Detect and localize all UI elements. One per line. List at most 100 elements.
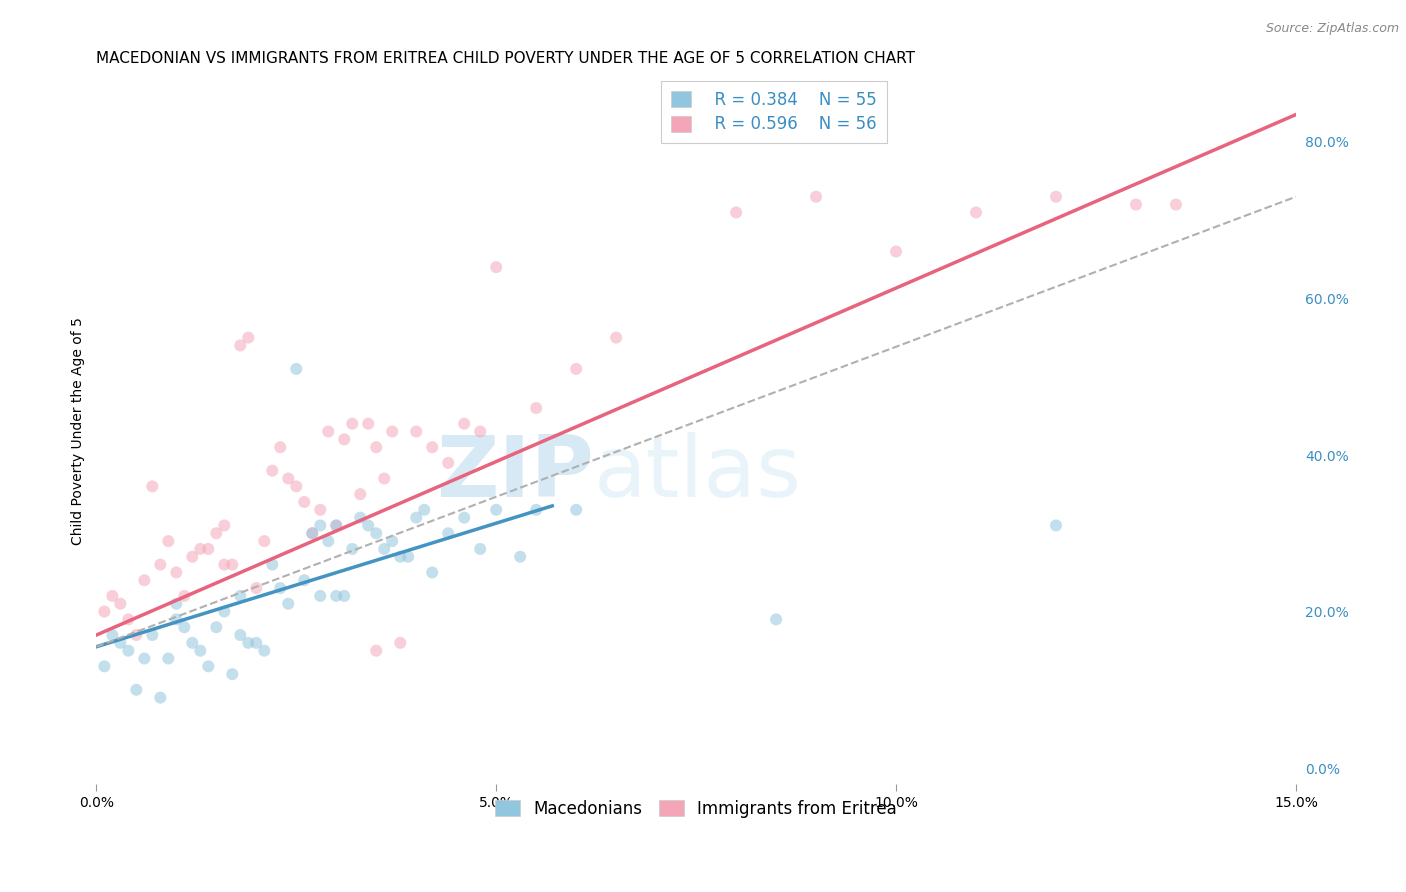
Point [349, 487, 371, 501]
Point [134, 573, 156, 587]
Point [884, 244, 907, 259]
Point [253, 534, 276, 549]
Point [229, 589, 252, 603]
Text: ZIP: ZIP [436, 433, 595, 516]
Point [149, 690, 172, 705]
Point [509, 549, 531, 564]
Point [524, 503, 547, 517]
Point [117, 612, 139, 626]
Point [357, 417, 380, 431]
Point [405, 510, 427, 524]
Point [188, 643, 211, 657]
Point [181, 549, 204, 564]
Point [229, 628, 252, 642]
Point [325, 589, 347, 603]
Point [1045, 190, 1067, 204]
Point [804, 190, 827, 204]
Point [470, 541, 492, 556]
Point [165, 597, 187, 611]
Point [470, 425, 492, 439]
Point [101, 589, 124, 603]
Legend: Macedonians, Immigrants from Eritrea: Macedonians, Immigrants from Eritrea [488, 793, 904, 825]
Point [1045, 518, 1067, 533]
Point [134, 651, 156, 665]
Point [173, 620, 195, 634]
Point [420, 566, 443, 580]
Point [157, 534, 180, 549]
Point [366, 643, 388, 657]
Point [173, 589, 195, 603]
Text: MACEDONIAN VS IMMIGRANTS FROM ERITREA CHILD POVERTY UNDER THE AGE OF 5 CORRELATI: MACEDONIAN VS IMMIGRANTS FROM ERITREA CH… [97, 51, 915, 66]
Point [229, 338, 252, 352]
Point [93, 605, 115, 619]
Point [485, 260, 508, 275]
Point [333, 589, 356, 603]
Point [765, 612, 787, 626]
Point [413, 503, 436, 517]
Point [277, 471, 299, 485]
Point [381, 534, 404, 549]
Point [325, 518, 347, 533]
Point [453, 417, 475, 431]
Point [269, 440, 291, 454]
Point [262, 558, 284, 572]
Point [437, 456, 460, 470]
Point [110, 597, 132, 611]
Point [605, 331, 627, 345]
Point [149, 558, 172, 572]
Point [309, 518, 332, 533]
Point [316, 534, 339, 549]
Point [381, 425, 404, 439]
Point [1125, 197, 1147, 211]
Point [420, 440, 443, 454]
Point [110, 636, 132, 650]
Point [485, 503, 508, 517]
Point [238, 331, 260, 345]
Point [197, 541, 219, 556]
Point [214, 605, 236, 619]
Point [342, 417, 364, 431]
Point [188, 541, 211, 556]
Point [366, 440, 388, 454]
Point [125, 628, 148, 642]
Point [245, 581, 267, 595]
Point [277, 597, 299, 611]
Point [342, 541, 364, 556]
Point [301, 526, 323, 541]
Point [565, 503, 588, 517]
Point [253, 643, 276, 657]
Text: atlas: atlas [595, 433, 803, 516]
Point [221, 667, 243, 681]
Point [93, 659, 115, 673]
Point [437, 526, 460, 541]
Point [197, 659, 219, 673]
Text: Source: ZipAtlas.com: Source: ZipAtlas.com [1265, 22, 1399, 36]
Point [366, 526, 388, 541]
Point [205, 526, 228, 541]
Point [214, 518, 236, 533]
Point [117, 643, 139, 657]
Point [373, 541, 395, 556]
Point [389, 549, 412, 564]
Point [333, 433, 356, 447]
Y-axis label: Child Poverty Under the Age of 5: Child Poverty Under the Age of 5 [72, 318, 86, 546]
Point [357, 518, 380, 533]
Point [238, 636, 260, 650]
Point [309, 589, 332, 603]
Point [285, 479, 308, 493]
Point [269, 581, 291, 595]
Point [524, 401, 547, 415]
Point [101, 628, 124, 642]
Point [165, 612, 187, 626]
Point [125, 682, 148, 697]
Point [396, 549, 419, 564]
Point [141, 479, 163, 493]
Point [205, 620, 228, 634]
Point [214, 558, 236, 572]
Point [349, 510, 371, 524]
Point [565, 362, 588, 376]
Point [292, 573, 315, 587]
Point [301, 526, 323, 541]
Point [316, 425, 339, 439]
Point [292, 495, 315, 509]
